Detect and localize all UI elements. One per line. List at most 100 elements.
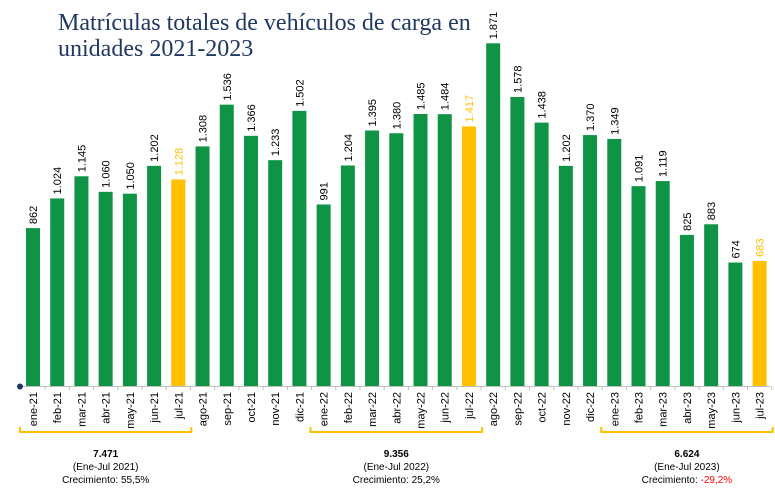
value-label-nov-22: 1.202 <box>561 134 573 162</box>
value-label-abr-23: 825 <box>682 213 694 231</box>
tick-label-jun-23: jun-23 <box>730 392 742 424</box>
value-label-ene-22: 991 <box>319 182 331 200</box>
value-label-may-21: 1.050 <box>125 162 137 190</box>
bar-sep-21 <box>219 104 234 387</box>
bar-feb-22 <box>340 165 355 386</box>
tick-label-jun-22: jun-22 <box>440 392 452 424</box>
period-total: 9.356 <box>384 449 409 460</box>
value-label-abr-22: 1.380 <box>391 102 403 130</box>
value-label-abr-21: 1.060 <box>101 160 113 188</box>
tick-label-mar-22: mar-22 <box>367 392 379 427</box>
tick-label-ene-23: ene-23 <box>609 392 621 426</box>
bar-jun-23 <box>728 262 743 386</box>
bar-jul-21 <box>171 179 186 386</box>
period-range: (Ene-Jul 2021) <box>73 462 139 473</box>
value-label-feb-22: 1.204 <box>343 134 355 162</box>
axis-origin-dot <box>17 383 23 390</box>
bar-may-23 <box>704 224 719 386</box>
value-label-feb-23: 1.091 <box>634 155 646 183</box>
value-label-jun-22: 1.484 <box>440 83 452 111</box>
value-label-may-23: 883 <box>706 202 718 220</box>
value-label-mar-21: 1.145 <box>76 145 88 173</box>
value-label-may-22: 1.485 <box>416 82 428 110</box>
bar-oct-21 <box>243 135 258 386</box>
tick-label-may-23: may-23 <box>706 392 718 429</box>
tick-label-ene-22: ene-22 <box>319 392 331 426</box>
tick-label-oct-22: oct-22 <box>537 392 549 423</box>
tick-label-jul-23: jul-23 <box>755 392 767 420</box>
bar-ene-22 <box>316 204 331 386</box>
tick-label-dic-22: dic-22 <box>585 392 597 422</box>
bar-may-22 <box>413 114 428 386</box>
tick-label-jun-21: jun-21 <box>149 392 161 424</box>
bar-jul-22 <box>461 126 476 386</box>
value-label-ago-22: 1.871 <box>488 12 500 40</box>
tick-label-may-21: may-21 <box>125 392 137 429</box>
value-label-dic-21: 1.502 <box>294 79 306 107</box>
chart-title: Matrículas totales de vehículos de carga… <box>58 10 471 62</box>
growth-value: 55,5% <box>121 475 149 486</box>
period-annotation-2: 9.356 (Ene-Jul 2022) Crecimiento: 25,2% <box>309 427 484 486</box>
period-growth: Crecimiento: 55,5% <box>62 475 149 486</box>
value-label-oct-21: 1.366 <box>246 104 258 132</box>
tick-label-abr-23: abr-23 <box>682 392 694 424</box>
value-label-ene-23: 1.349 <box>609 107 621 135</box>
tick-label-sep-21: sep-21 <box>222 392 234 426</box>
growth-value: 25,2% <box>412 475 440 486</box>
growth-label: Crecimiento: <box>642 475 701 486</box>
tick-label-may-22: may-22 <box>416 392 428 429</box>
tick-label-oct-21: oct-21 <box>246 392 258 423</box>
tick-label-jul-21: jul-21 <box>173 392 185 420</box>
growth-label: Crecimiento: <box>353 475 412 486</box>
value-label-jul-22: 1.417 <box>464 95 476 123</box>
bar-abr-22 <box>389 133 404 386</box>
value-label-feb-21: 1.024 <box>52 167 64 195</box>
period-total: 6.624 <box>674 449 699 460</box>
tick-label-feb-23: feb-23 <box>634 392 646 423</box>
bar-abr-21 <box>98 191 113 386</box>
value-label-jun-21: 1.202 <box>149 134 161 162</box>
bar-feb-21 <box>50 198 65 386</box>
period-growth: Crecimiento: 25,2% <box>353 475 440 486</box>
tick-label-ene-21: ene-21 <box>28 392 40 426</box>
tick-label-feb-22: feb-22 <box>343 392 355 423</box>
growth-value: -29,2% <box>701 475 733 486</box>
period-bracket <box>18 427 193 433</box>
bar-jul-23 <box>752 260 767 386</box>
period-bracket <box>600 427 774 433</box>
tick-label-dic-21: dic-21 <box>294 392 306 422</box>
bar-jun-21 <box>147 165 162 386</box>
period-growth: Crecimiento: -29,2% <box>642 475 733 486</box>
bar-mar-23 <box>655 181 670 386</box>
bar-sep-22 <box>510 96 525 386</box>
bar-nov-21 <box>268 160 283 386</box>
value-label-sep-22: 1.578 <box>512 65 524 93</box>
period-annotation-1: 7.471 (Ene-Jul 2021) Crecimiento: 55,5% <box>18 427 193 486</box>
tick-label-ago-22: ago-22 <box>488 392 500 426</box>
value-label-ene-21: 862 <box>28 206 40 224</box>
bar-ene-21 <box>26 228 40 386</box>
bar-jun-22 <box>437 114 452 386</box>
tick-label-sep-22: sep-22 <box>512 392 524 426</box>
value-label-nov-21: 1.233 <box>270 129 282 157</box>
bar-dic-21 <box>292 110 307 387</box>
growth-label: Crecimiento: <box>62 475 121 486</box>
value-label-mar-22: 1.395 <box>367 99 379 127</box>
bar-ene-23 <box>607 138 622 386</box>
period-total: 7.471 <box>93 449 118 460</box>
tick-label-nov-21: nov-21 <box>270 392 282 426</box>
tick-label-feb-21: feb-21 <box>52 392 64 423</box>
bar-abr-23 <box>679 234 694 386</box>
value-label-mar-23: 1.119 <box>658 150 670 177</box>
tick-label-abr-22: abr-22 <box>391 392 403 424</box>
value-label-jul-23: 683 <box>755 239 767 257</box>
tick-label-jul-22: jul-22 <box>464 392 476 420</box>
value-label-sep-21: 1.536 <box>222 73 234 101</box>
value-label-oct-22: 1.438 <box>537 91 549 119</box>
tick-label-ago-21: ago-21 <box>198 392 210 426</box>
bar-ago-22 <box>486 43 501 387</box>
value-label-jul-21: 1.128 <box>173 148 185 176</box>
tick-label-mar-21: mar-21 <box>76 392 88 427</box>
